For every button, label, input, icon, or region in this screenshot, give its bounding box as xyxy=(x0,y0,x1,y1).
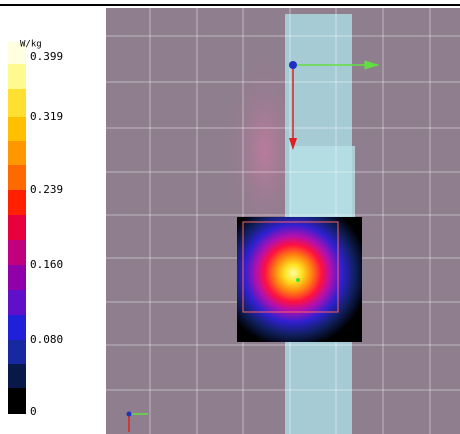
colorbar-tick: 0 xyxy=(30,405,37,418)
viewport xyxy=(106,8,460,434)
colorbar-tick: 0.399 xyxy=(30,50,63,63)
colorbar: W/kg 0.399 0.319 0.239 0.160 0.080 0 xyxy=(8,40,63,418)
colorbar-tick: 0.080 xyxy=(30,333,63,346)
colorbar-tick: 0.319 xyxy=(30,110,63,123)
colorbar-tick: 0.160 xyxy=(30,258,63,271)
colorbar-tick: 0.239 xyxy=(30,183,63,196)
colorbar-unit: W/kg xyxy=(20,40,42,50)
